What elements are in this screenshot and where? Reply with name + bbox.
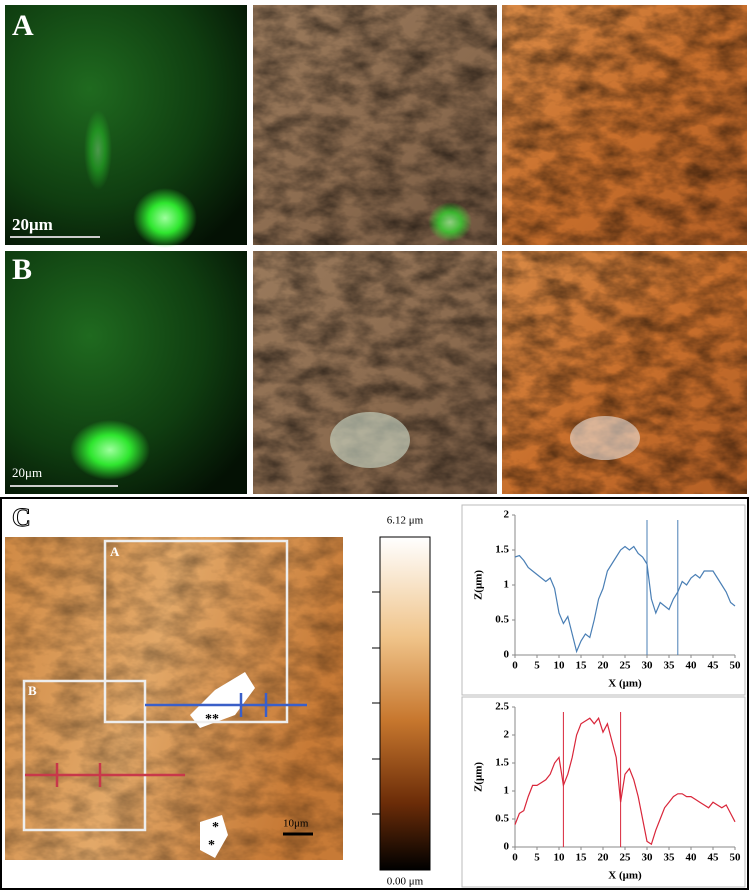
x-tick-label: 5	[534, 852, 540, 864]
x-tick-label: 45	[708, 660, 720, 672]
panel-label: C	[12, 503, 31, 532]
panel-border	[0, 497, 749, 890]
x-tick-label: 40	[686, 660, 698, 672]
x-tick-label: 25	[620, 852, 632, 864]
y-tick-label: 1	[504, 579, 510, 591]
x-tick-label: 10	[554, 852, 566, 864]
x-tick-label: 35	[664, 660, 676, 672]
texture	[502, 251, 747, 494]
panel-label: A	[12, 9, 34, 42]
fluorescent-spot	[428, 202, 472, 242]
x-tick-label: 50	[730, 852, 742, 864]
bright-region	[570, 416, 640, 460]
scale-bar-label: 20μm	[12, 215, 53, 234]
bright-region	[330, 412, 410, 468]
chart-frame	[461, 504, 746, 696]
x-axis-label: X (μm)	[608, 870, 642, 882]
x-tick-label: 30	[642, 852, 654, 864]
panel-label: B	[12, 253, 32, 286]
y-tick-label: 2	[504, 509, 510, 521]
x-tick-label: 20	[598, 660, 610, 672]
deposit	[190, 672, 255, 728]
x-axis-label: X (μm)	[608, 678, 642, 690]
y-tick-label: 0.5	[495, 614, 509, 626]
y-tick-label: 0	[504, 649, 510, 661]
scale-bar-label: 20μm	[12, 465, 42, 480]
fluorescent-spot	[84, 110, 112, 190]
profile-line	[514, 716, 736, 846]
x-tick-label: 40	[686, 852, 698, 864]
x-tick-label: 15	[576, 660, 588, 672]
annotation: **	[205, 712, 219, 727]
y-tick-label: 1.5	[495, 757, 509, 769]
y-tick-label: 1	[504, 785, 510, 797]
y-tick-label: 0	[504, 841, 510, 853]
x-tick-label: 5	[534, 660, 540, 672]
colorbar-ticks	[372, 591, 380, 815]
scale-bar-label: 10μm	[283, 818, 309, 830]
x-tick-label: 15	[576, 852, 588, 864]
annotation: *	[208, 838, 215, 853]
texture	[502, 5, 747, 245]
box-label: A	[110, 544, 120, 559]
y-tick-label: 2.5	[495, 701, 509, 713]
x-tick-label: 10	[554, 660, 566, 672]
fluorescence-image	[5, 5, 247, 245]
y-tick-label: 0.5	[495, 813, 509, 825]
x-tick-label: 50	[730, 660, 742, 672]
x-tick-label: 45	[708, 852, 720, 864]
box-label: B	[28, 683, 37, 698]
y-tick-label: 2	[504, 729, 510, 741]
x-tick-label: 30	[642, 660, 654, 672]
fluorescent-spot	[133, 188, 197, 248]
annotation: *	[212, 820, 219, 835]
deposit	[200, 815, 228, 858]
x-tick-label: 25	[620, 660, 632, 672]
x-tick-label: 0	[512, 660, 518, 672]
x-tick-label: 35	[664, 852, 676, 864]
profile-line	[514, 545, 736, 654]
texture	[5, 537, 343, 860]
fluorescent-spot	[70, 420, 150, 480]
y-axis-label: Z(μm)	[473, 570, 485, 600]
colorbar	[379, 536, 431, 871]
region-box	[103, 539, 289, 724]
x-tick-label: 20	[598, 852, 610, 864]
x-tick-label: 0	[512, 852, 518, 864]
y-axis-label: Z(μm)	[473, 762, 485, 792]
region-box	[22, 679, 147, 832]
colorbar-min: 0.00 μm	[387, 876, 424, 888]
colorbar-max: 6.12 μm	[387, 515, 424, 527]
y-tick-label: 1.5	[495, 544, 509, 556]
chart-frame	[461, 696, 746, 888]
